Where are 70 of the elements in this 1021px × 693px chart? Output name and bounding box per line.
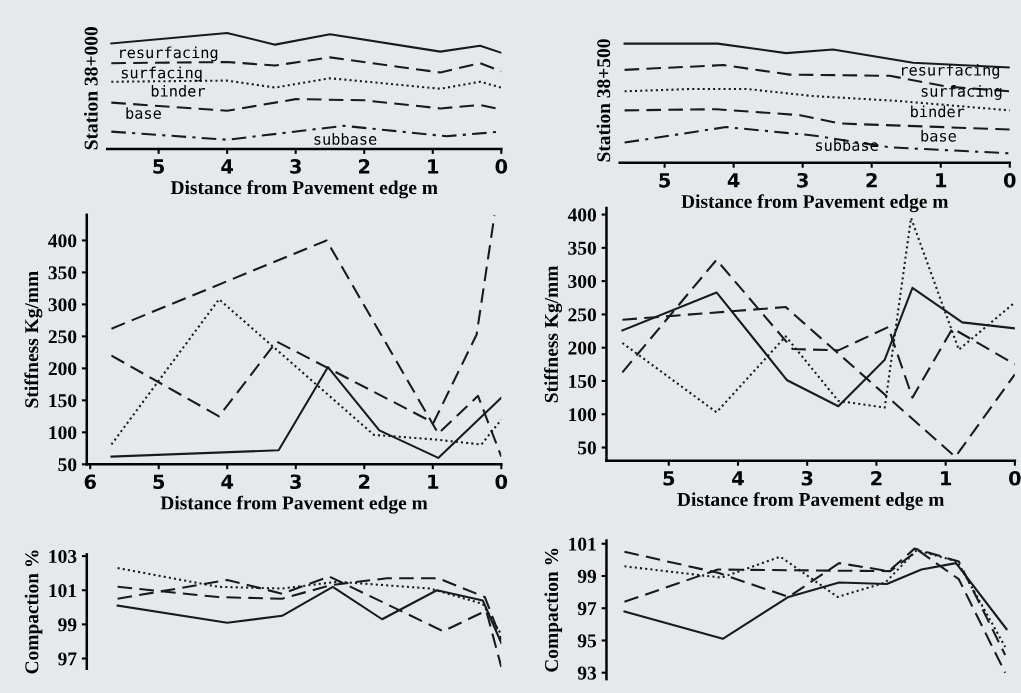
y-tick-label: 50 <box>578 441 597 455</box>
series-label: subbase <box>816 139 878 152</box>
y-tick-label: 103 <box>49 549 77 564</box>
series-label: resurfacing <box>120 46 218 62</box>
series-label: subbase <box>314 133 377 145</box>
y-axis-title: Compaction % <box>24 550 43 674</box>
x-tick-label: 5 <box>659 173 671 188</box>
y-tick-label: 50 <box>58 458 77 472</box>
y-tick-label: 99 <box>577 569 597 583</box>
x-axis-title: Distance from Pavement edge m <box>160 495 428 514</box>
x-tick-label: 3 <box>290 159 301 174</box>
y-tick-label: 300 <box>568 274 597 289</box>
y-tick-label: 200 <box>48 362 77 376</box>
x-axis-title: Distance from Pavement edge m <box>170 180 438 199</box>
y-tick-label: 250 <box>568 308 597 322</box>
x-tick-label: 6 <box>84 474 96 490</box>
x-tick-label: 1 <box>428 159 439 174</box>
x-axis-title: Distance from Pavement edge m <box>681 194 949 213</box>
x-tick-label: 2 <box>871 470 882 486</box>
y-tick-label: 150 <box>569 374 597 388</box>
x-tick-label: 2 <box>359 474 370 489</box>
y-tick-label: 350 <box>48 266 77 280</box>
y-tick-label: 350 <box>568 241 597 255</box>
series-label: base <box>126 107 161 119</box>
y-tick-label: 300 <box>48 298 77 312</box>
series-label: surfacing <box>121 66 202 82</box>
y-tick-label: 93 <box>577 666 597 680</box>
x-tick-label: 1 <box>941 471 952 486</box>
x-tick-label: 2 <box>359 159 370 174</box>
y-axis-title: Compaction % <box>544 548 563 672</box>
x-tick-label: 3 <box>290 474 301 490</box>
x-tick-label: 0 <box>495 474 508 490</box>
x-tick-label: 4 <box>727 173 740 188</box>
x-axis-title: Distance from Pavement edge m <box>677 492 945 511</box>
y-tick-label: 150 <box>49 394 77 408</box>
y-axis-title: Station 38+000 <box>84 27 98 150</box>
x-tick-label: 0 <box>1003 172 1016 188</box>
y-tick-label: 400 <box>48 234 77 248</box>
y-tick-label: 97 <box>577 602 597 616</box>
y-tick-label: 101 <box>49 584 77 598</box>
y-tick-label: 250 <box>48 330 77 344</box>
x-tick-label: 2 <box>866 172 877 188</box>
y-axis-title: Stiffness Kg/mm <box>544 265 563 403</box>
x-tick-label: 1 <box>428 474 439 489</box>
x-tick-label: 5 <box>153 474 165 490</box>
x-tick-label: 4 <box>732 471 744 486</box>
series-label: binder <box>151 84 205 97</box>
x-tick-label: 4 <box>221 159 234 174</box>
series-label: binder <box>911 105 965 118</box>
y-tick-label: 200 <box>568 341 597 355</box>
x-tick-label: 4 <box>221 474 234 489</box>
x-tick-label: 1 <box>936 173 947 188</box>
x-tick-label: 5 <box>663 471 675 486</box>
y-tick-label: 99 <box>58 618 77 632</box>
y-tick-label: 100 <box>49 426 77 440</box>
y-tick-label: 97 <box>58 652 77 666</box>
x-tick-label: 0 <box>1009 470 1021 486</box>
series-label: surfacing <box>921 85 1002 100</box>
series-label: base <box>921 129 956 142</box>
y-axis-title: Station 38+500 <box>596 39 611 162</box>
x-tick-label: 0 <box>495 159 508 174</box>
y-tick-label: 400 <box>567 208 597 222</box>
series-label: resurfacing <box>902 63 1000 79</box>
x-tick-label: 5 <box>153 159 165 174</box>
x-tick-label: 3 <box>797 172 808 188</box>
y-tick-label: 101 <box>569 537 596 551</box>
y-axis-title: Stiffness Kg/mm <box>24 271 43 408</box>
y-tick-label: 95 <box>577 634 597 648</box>
y-tick-label: 100 <box>569 408 597 422</box>
x-tick-label: 3 <box>801 470 813 486</box>
